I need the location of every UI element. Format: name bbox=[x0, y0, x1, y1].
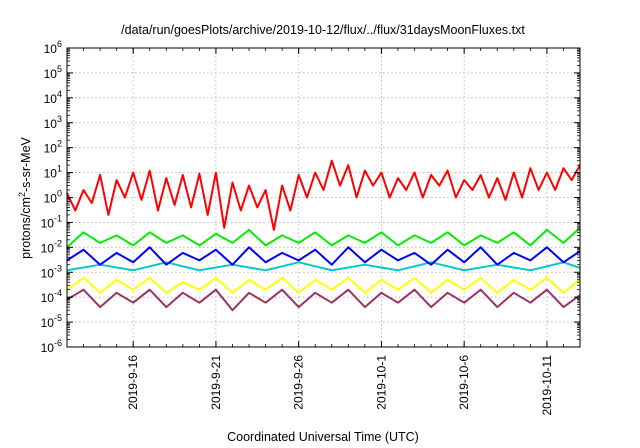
series-line-2 bbox=[66, 227, 581, 249]
y-axis-label: protons/cm2-s-sr-MeV bbox=[17, 136, 33, 258]
y-axis-label-rest: -s-sr-MeV bbox=[19, 136, 33, 192]
y-tick-label: 10-2 bbox=[41, 238, 62, 255]
x-axis-label: Coordinated Universal Time (UTC) bbox=[227, 430, 419, 444]
x-tick-label: 2019-9-26 bbox=[292, 355, 306, 410]
y-axis-label-base: protons/cm bbox=[19, 197, 33, 259]
series-line-4 bbox=[66, 246, 581, 266]
series-line-6 bbox=[66, 288, 581, 312]
y-tick-label: 10-4 bbox=[41, 288, 62, 305]
y-tick-label: 105 bbox=[44, 64, 62, 81]
y-tick-label: 106 bbox=[44, 39, 62, 56]
x-tick-label: 2019-9-16 bbox=[126, 355, 140, 410]
series-line-5 bbox=[66, 276, 581, 294]
series-line-3 bbox=[66, 261, 581, 272]
x-axis: 2019-9-16 2019-9-21 2019-9-26 2019-10-1 2019… bbox=[66, 48, 581, 416]
y-axis-label-sup: 2 bbox=[17, 192, 27, 197]
y-tick-label: 10-3 bbox=[41, 263, 62, 280]
chart-title: /data/run/goesPlots/archive/2019-10-12/f… bbox=[121, 23, 525, 37]
y-tick-label: 100 bbox=[44, 189, 62, 206]
series-line-1 bbox=[66, 159, 581, 231]
x-tick-label: 2019-10-6 bbox=[457, 355, 471, 410]
y-tick-label: 10-1 bbox=[41, 213, 62, 230]
y-axis: 10-6 10-5 10-4 10-3 10-2 10-1 100 101 102 103 104 1… bbox=[41, 39, 580, 355]
x-tick-label: 2019-9-21 bbox=[209, 355, 223, 410]
y-tick-label: 10-6 bbox=[41, 338, 62, 355]
y-tick-label: 102 bbox=[44, 139, 62, 156]
x-tick-label: 2019-10-1 bbox=[374, 355, 388, 410]
series-layer bbox=[66, 159, 581, 312]
x-tick-label: 2019-10-11 bbox=[540, 355, 554, 416]
y-tick-label: 101 bbox=[44, 164, 62, 181]
y-tick-label: 104 bbox=[44, 89, 62, 106]
y-tick-label: 10-5 bbox=[41, 313, 62, 330]
y-tick-label: 103 bbox=[44, 114, 62, 131]
